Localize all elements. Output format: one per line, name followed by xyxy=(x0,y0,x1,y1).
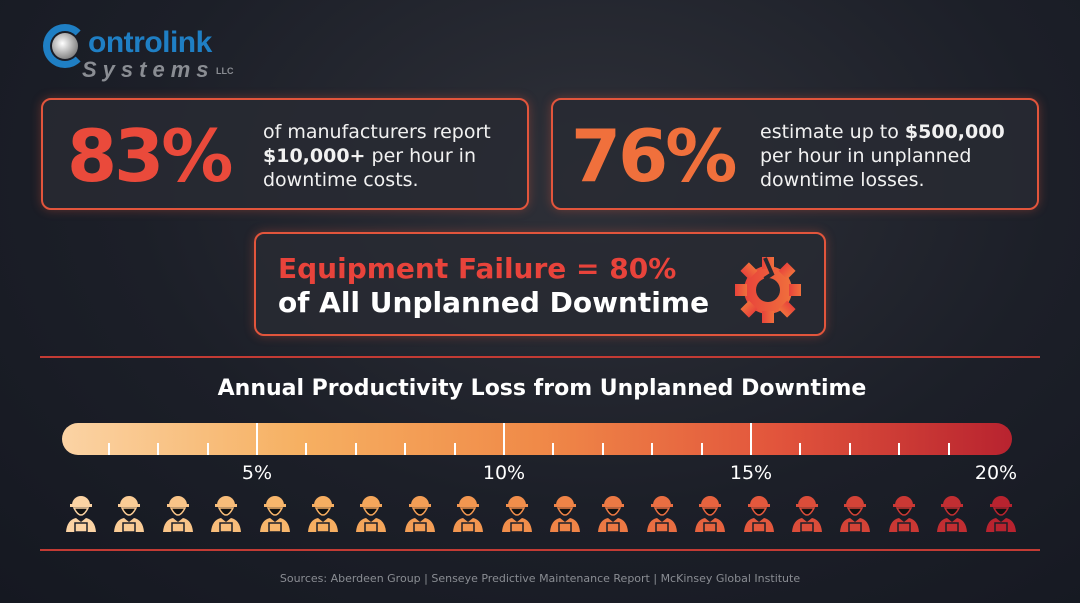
stat-card-76: 76% estimate up to $500,000 per hour in … xyxy=(551,98,1039,210)
stat-description: of manufacturers report $10,000+ per hou… xyxy=(263,121,491,191)
worker-hardhat-icon xyxy=(935,492,969,533)
worker-hardhat-icon xyxy=(596,492,630,533)
worker-hardhat-icon xyxy=(451,492,485,533)
highlight-line2: of All Unplanned Downtime xyxy=(278,286,710,319)
worker-hardhat-icon xyxy=(306,492,340,533)
scale-tick xyxy=(107,443,110,455)
stat-value: 76% xyxy=(571,114,737,198)
stat-card-83: 83% of manufacturers report $10,000+ per… xyxy=(41,98,529,210)
worker-hardhat-icon xyxy=(500,492,534,533)
company-logo: ontrolink Systems LLC xyxy=(40,20,240,82)
scale-tick xyxy=(305,443,308,455)
worker-hardhat-icon xyxy=(354,492,388,533)
worker-hardhat-icon xyxy=(693,492,727,533)
scale-tick xyxy=(354,443,357,455)
worker-hardhat-icon xyxy=(887,492,921,533)
scale-tick xyxy=(601,443,604,455)
worker-hardhat-icon xyxy=(790,492,824,533)
logo-suffix: LLC xyxy=(216,66,234,76)
scale-label: 5% xyxy=(241,462,273,484)
logo-subtext: Systems xyxy=(82,57,215,82)
divider-bottom xyxy=(40,549,1040,551)
sources-text: Sources: Aberdeen Group | Senseye Predic… xyxy=(279,572,801,585)
scale-label: 10% xyxy=(482,462,526,484)
highlight-line1: Equipment Failure = 80% xyxy=(278,252,677,285)
scale-tick xyxy=(552,443,555,455)
worker-hardhat-icon xyxy=(548,492,582,533)
worker-hardhat-icon xyxy=(838,492,872,533)
productivity-loss-gradient-bar xyxy=(62,423,1012,455)
scale-label: 20% xyxy=(974,462,1018,484)
scale-title: Annual Productivity Loss from Unplanned … xyxy=(217,376,867,401)
stat-description: estimate up to $500,000 per hour in unpl… xyxy=(760,121,1005,191)
scale-tick xyxy=(750,423,752,455)
scale-tick xyxy=(206,443,209,455)
scale-tick xyxy=(157,443,160,455)
worker-hardhat-icon xyxy=(112,492,146,533)
scale-tick xyxy=(404,443,407,455)
scale-tick xyxy=(799,443,802,455)
scale-label: 15% xyxy=(729,462,773,484)
worker-hardhat-icon xyxy=(64,492,98,533)
scale-tick xyxy=(256,423,258,455)
scale-tick xyxy=(651,443,654,455)
scale-tick xyxy=(848,443,851,455)
worker-hardhat-icon xyxy=(209,492,243,533)
worker-hardhat-icon xyxy=(161,492,195,533)
worker-hardhat-icon xyxy=(258,492,292,533)
scale-tick xyxy=(503,423,505,455)
worker-hardhat-icon xyxy=(645,492,679,533)
stat-value: 83% xyxy=(67,114,233,198)
logo-text: ontrolink xyxy=(88,26,212,59)
scale-tick xyxy=(453,443,456,455)
broken-gear-icon xyxy=(735,257,801,323)
scale-tick xyxy=(898,443,901,455)
scale-tick xyxy=(700,443,703,455)
divider-top xyxy=(40,356,1040,358)
scale-tick xyxy=(947,443,950,455)
worker-hardhat-icon xyxy=(403,492,437,533)
worker-hardhat-icon xyxy=(742,492,776,533)
worker-hardhat-icon xyxy=(984,492,1018,533)
equipment-failure-card: Equipment Failure = 80% of All Unplanned… xyxy=(254,232,826,336)
